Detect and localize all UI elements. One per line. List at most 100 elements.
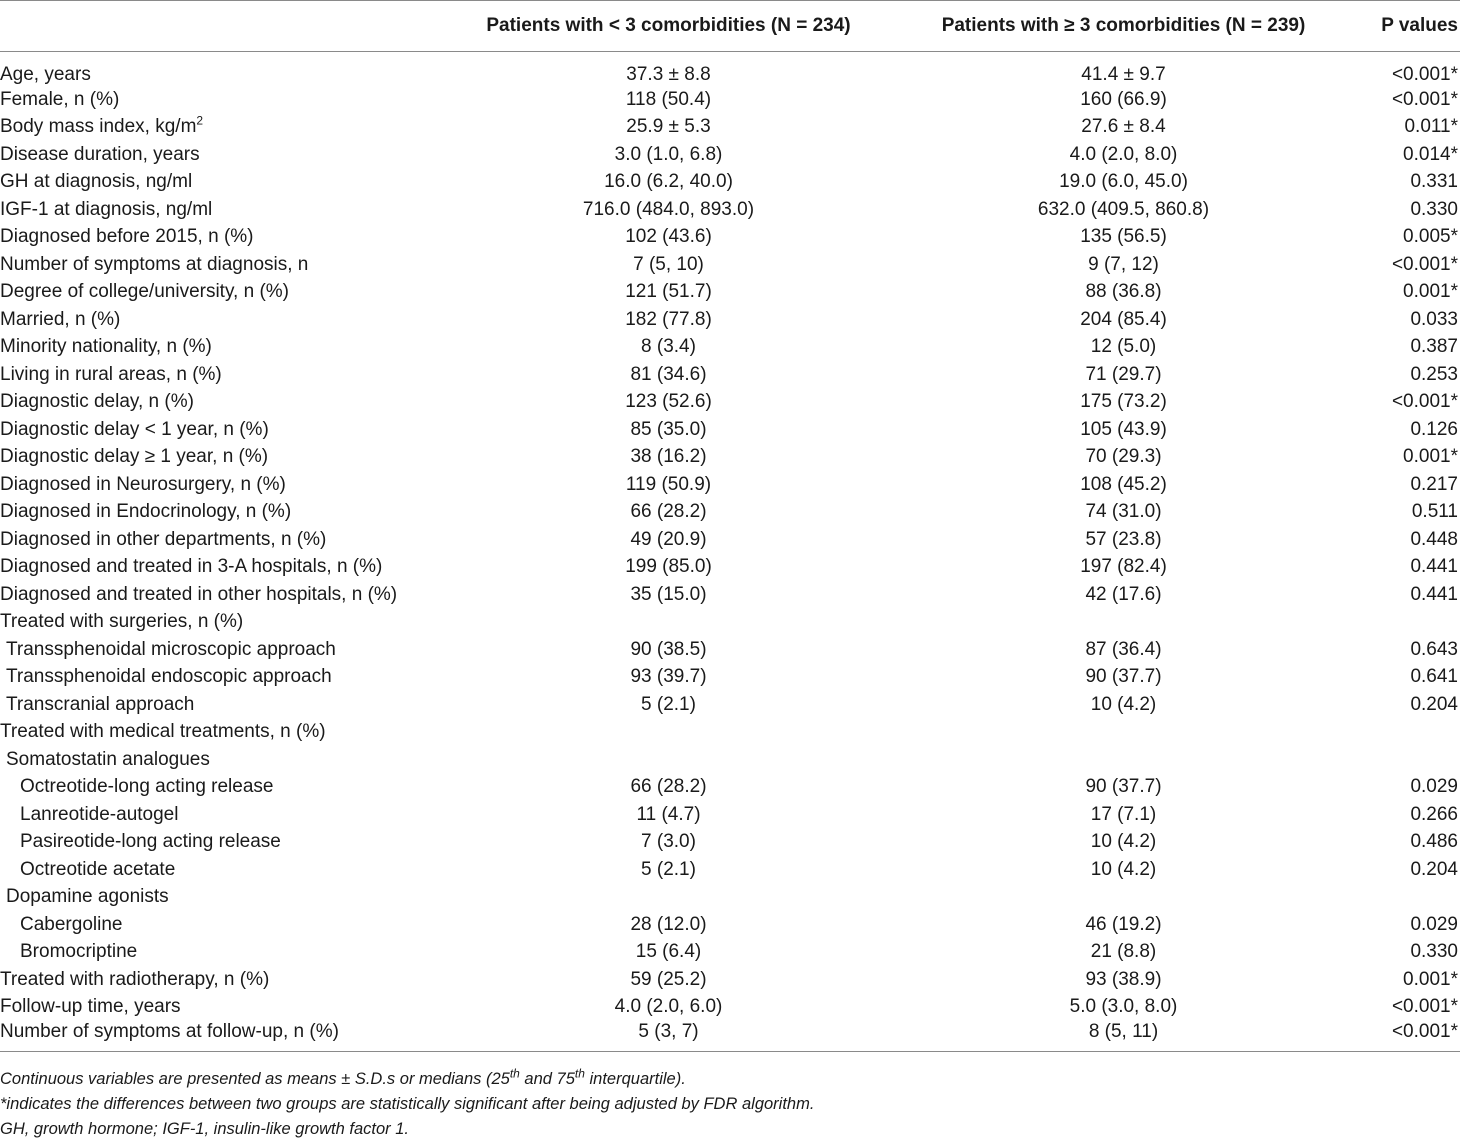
value-group-ge3: 105 (43.9) [1080, 418, 1167, 440]
p-value: 0.204 [1410, 693, 1458, 715]
table-row: Diagnostic delay ≥ 1 year, n (%) 38 (16.2… [0, 444, 1460, 472]
value-group-ge3: 71 (29.7) [1085, 363, 1162, 385]
table-row: Bromocriptine 15 (6.4) 21 (8.8) 0.330 [0, 939, 1460, 967]
table-row: Living in rural areas, n (%) 81 (34.6) 71 … [0, 361, 1460, 389]
table-row: Diagnostic delay < 1 year, n (%) 85 (35.0… [0, 416, 1460, 444]
table-row: Treated with radiotherapy, n (%) 59 (25.2… [0, 966, 1460, 994]
value-group-lt3 [440, 609, 897, 637]
p-value: 0.330 [1410, 198, 1458, 220]
value-group-lt3 [440, 719, 897, 747]
value-group-ge3: 12 (5.0) [1090, 336, 1157, 358]
row-label: Pasireotide-long acting release [20, 831, 281, 853]
value-group-ge3: 5.0 (3.0, 8.0) [1069, 996, 1178, 1018]
row-label: Diagnosed in other departments, n (%) [0, 528, 327, 550]
p-value: 0.001* [1403, 281, 1458, 303]
row-label: Follow-up time, years [0, 996, 181, 1018]
value-group-lt3: 38 (16.2) [630, 446, 707, 468]
comorbidity-comparison-table: Patients with < 3 comorbidities (N = 234… [0, 0, 1460, 1052]
value-group-lt3: 182 (77.8) [625, 308, 712, 330]
p-value [1350, 746, 1460, 774]
p-value: 0.330 [1410, 941, 1458, 963]
row-label: Female, n (%) [0, 88, 120, 110]
value-group-lt3: 119 (50.9) [625, 473, 712, 495]
value-group-ge3 [897, 884, 1350, 912]
table-row: Dopamine agonists [0, 884, 1460, 912]
table-row: Transsphenoidal endoscopic approach 93 (3… [0, 664, 1460, 692]
value-group-lt3: 5 (2.1) [641, 858, 696, 880]
table-row: Female, n (%) 118 (50.4) 160 (66.9) <0.001* [0, 86, 1460, 114]
header-row: Patients with < 3 comorbidities (N = 234… [0, 0, 1460, 52]
value-group-ge3: 4.0 (2.0, 8.0) [1069, 143, 1178, 165]
table-row: Treated with surgeries, n (%) [0, 609, 1460, 637]
value-group-lt3: 11 (4.7) [636, 803, 701, 825]
value-group-ge3: 74 (31.0) [1085, 501, 1162, 523]
footnote-significance: *indicates the differences between two g… [0, 1095, 815, 1113]
value-group-lt3: 28 (12.0) [630, 913, 707, 935]
p-value [1350, 884, 1460, 912]
table-row: Disease duration, years 3.0 (1.0, 6.8) 4.0… [0, 141, 1460, 169]
row-label: Cabergoline [20, 913, 123, 935]
header-p-values: P values [1350, 0, 1460, 52]
table-row: Diagnosed in Neurosurgery, n (%) 119 (50.… [0, 471, 1460, 499]
p-value: 0.204 [1410, 858, 1458, 880]
table-row: Treated with medical treatments, n (%) [0, 719, 1460, 747]
row-label: GH at diagnosis, ng/ml [0, 171, 193, 193]
value-group-ge3 [897, 609, 1350, 637]
value-group-ge3: 632.0 (409.5, 860.8) [1037, 198, 1210, 220]
value-group-ge3: 135 (56.5) [1080, 226, 1167, 248]
table-row: Diagnosed in Endocrinology, n (%) 66 (28.… [0, 499, 1460, 527]
value-group-lt3: 66 (28.2) [630, 501, 707, 523]
table-row: Diagnosed and treated in other hospitals… [0, 581, 1460, 609]
row-label: Degree of college/university, n (%) [0, 281, 289, 303]
value-group-ge3: 90 (37.7) [1085, 776, 1162, 798]
value-group-lt3: 66 (28.2) [630, 776, 707, 798]
table-footnotes: Continuous variables are presented as me… [0, 1067, 1460, 1142]
table-body: Age, years 37.3 ± 8.8 41.4 ± 9.7 <0.001* Fem… [0, 52, 1460, 1052]
p-value: 0.029 [1410, 913, 1458, 935]
value-group-ge3: 41.4 ± 9.7 [1081, 64, 1166, 85]
value-group-lt3: 90 (38.5) [630, 638, 707, 660]
p-value: <0.001* [1350, 1021, 1460, 1052]
value-group-lt3: 59 (25.2) [630, 968, 707, 990]
p-value [1350, 719, 1460, 747]
row-label: Diagnostic delay ≥ 1 year, n (%) [0, 446, 269, 468]
row-label: Octreotide-long acting release [20, 776, 274, 798]
row-label: Diagnosed and treated in 3-A hospitals, … [0, 556, 383, 578]
table-row: Minority nationality, n (%) 8 (3.4) 12 (5.… [0, 334, 1460, 362]
value-group-ge3: 87 (36.4) [1085, 638, 1162, 660]
table-row: Lanreotide-autogel 11 (4.7) 17 (7.1) 0.266 [0, 801, 1460, 829]
value-group-lt3: 716.0 (484.0, 893.0) [582, 198, 755, 220]
value-group-lt3: 16.0 (6.2, 40.0) [604, 171, 733, 193]
table-row: Follow-up time, years 4.0 (2.0, 6.0) 5.0 (… [0, 994, 1460, 1022]
row-label: Transsphenoidal endoscopic approach [6, 666, 332, 688]
value-group-lt3: 5 (3, 7) [440, 1021, 897, 1052]
row-label: Dopamine agonists [6, 886, 169, 908]
table-row: Diagnosed and treated in 3-A hospitals, … [0, 554, 1460, 582]
row-label: Somatostatin analogues [6, 748, 210, 770]
value-group-lt3: 25.9 ± 5.3 [626, 116, 711, 138]
row-label: Diagnosed in Neurosurgery, n (%) [0, 473, 286, 495]
p-value: 0.033 [1410, 308, 1458, 330]
row-label: Minority nationality, n (%) [0, 336, 212, 358]
value-group-ge3: 21 (8.8) [1090, 941, 1157, 963]
table-row: Number of symptoms at diagnosis, n 7 (5, … [0, 251, 1460, 279]
p-value: 0.266 [1410, 803, 1458, 825]
value-group-lt3: 4.0 (2.0, 6.0) [614, 996, 723, 1018]
p-value: 0.005* [1403, 226, 1458, 248]
value-group-ge3: 70 (29.3) [1085, 446, 1162, 468]
value-group-ge3: 88 (36.8) [1085, 281, 1162, 303]
row-label: Treated with medical treatments, n (%) [0, 721, 326, 743]
value-group-ge3: 46 (19.2) [1085, 913, 1162, 935]
header-variable [0, 0, 440, 52]
row-label: Diagnosed and treated in other hospitals… [0, 583, 398, 605]
value-group-ge3 [897, 746, 1350, 774]
p-value: 0.387 [1410, 336, 1458, 358]
p-value: 0.253 [1410, 363, 1458, 385]
p-value: 0.641 [1410, 666, 1458, 688]
value-group-ge3: 42 (17.6) [1085, 583, 1162, 605]
value-group-lt3: 7 (5, 10) [633, 253, 704, 275]
row-label: Diagnosed before 2015, n (%) [0, 226, 254, 248]
footnote-continuous-variables: Continuous variables are presented as me… [0, 1066, 686, 1089]
row-label: Age, years [0, 64, 91, 85]
value-group-ge3: 204 (85.4) [1080, 308, 1167, 330]
